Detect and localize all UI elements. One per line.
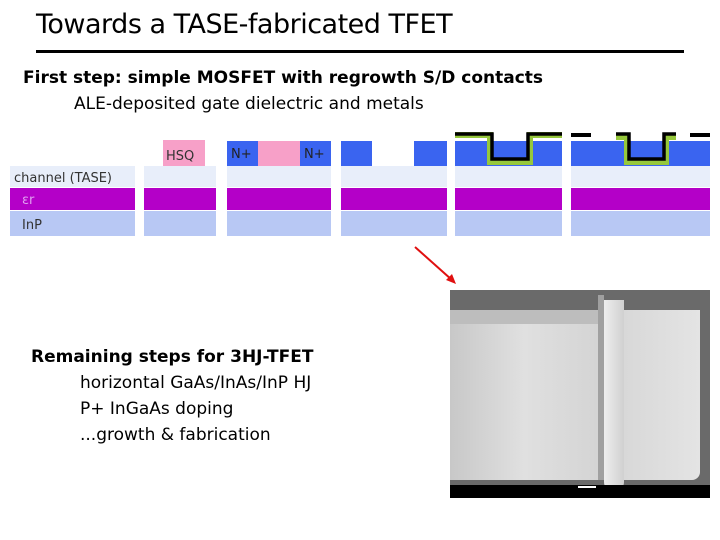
label-er: εr (22, 193, 35, 208)
label-inp: InP (22, 218, 42, 233)
process-diagram: channel (TASE) εr InP HSQ N+ N+ (10, 132, 710, 284)
label-channel: channel (TASE) (14, 171, 112, 186)
channel-layer-step-1 (144, 166, 216, 187)
er-layer-step-2 (227, 188, 331, 210)
hsq-block (163, 140, 205, 166)
n-plus-3b (414, 141, 447, 166)
remaining-item: ...growth & fabrication (80, 425, 271, 445)
n-plus-right-label: N+ (304, 147, 325, 162)
remaining-heading: Remaining steps for 3HJ-TFET (31, 347, 314, 367)
er-layer-step-5 (571, 188, 710, 210)
layer-labels-column: channel (TASE) εr InP (10, 166, 135, 236)
slide-title: Towards a TASE-fabricated TFET (36, 9, 453, 40)
n-plus-right (300, 141, 331, 166)
inp-layer-step-1 (144, 211, 216, 236)
er-layer-step-3 (341, 188, 447, 210)
inp-layer-step-5 (571, 211, 710, 236)
gate-stack-4 (455, 132, 562, 166)
channel-layer-step-2 (227, 166, 331, 187)
sem-image (450, 290, 710, 498)
hsq-label: HSQ (166, 149, 194, 164)
inp-layer-step-3 (341, 211, 447, 236)
pointer-arrow (414, 246, 453, 281)
inp-layer-step-2 (227, 211, 331, 236)
first-step-heading: First step: simple MOSFET with regrowth … (23, 68, 544, 88)
title-rule (36, 50, 684, 53)
first-step-sub: ALE-deposited gate dielectric and metals (74, 94, 424, 114)
er-layer-step-4 (455, 188, 562, 210)
channel-layer-step-3 (341, 166, 447, 187)
gate-stack-5 (571, 132, 710, 166)
channel-layer-step-4 (455, 166, 562, 187)
inp-layer-step-4 (455, 211, 562, 236)
channel-layer-step-5 (571, 166, 710, 187)
er-layer-step-1 (144, 188, 216, 210)
hsq-gate (258, 141, 300, 166)
remaining-item: horizontal GaAs/InAs/InP HJ (80, 373, 312, 393)
n-plus-3a (341, 141, 372, 166)
n-plus-left (227, 141, 258, 166)
remaining-item: P+ InGaAs doping (80, 399, 234, 419)
n-plus-left-label: N+ (231, 147, 252, 162)
